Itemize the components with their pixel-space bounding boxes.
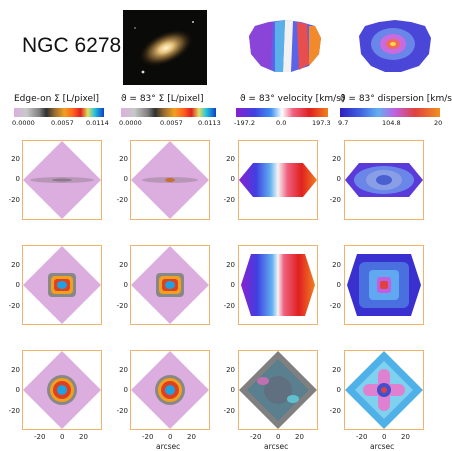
- col4-label: ϑ = 83° dispersion [km/s]: [340, 94, 452, 104]
- panel-r2-c2: [130, 245, 210, 325]
- ytick-c3-r2-m20: -20: [223, 302, 235, 310]
- ytick-c2-r3-m20: -20: [116, 407, 128, 415]
- ytick-r3-m20: -20: [8, 407, 20, 415]
- col4-tick-mid: 104.8: [382, 119, 401, 127]
- ytick-c3-r3-m20: -20: [223, 407, 235, 415]
- panel-r3-c4: [344, 350, 424, 430]
- xtick-c2-0: 0: [168, 433, 173, 441]
- ytick-r3-0: 0: [15, 386, 20, 394]
- velocity-thumbnail: [245, 14, 325, 79]
- col3-tick-max: 197.3: [312, 119, 331, 127]
- ytick-c3-r1-m20: -20: [223, 196, 235, 204]
- ytick-c3-r3-20: 20: [226, 366, 235, 374]
- ytick-c2-r1-0: 0: [123, 175, 128, 183]
- col3-colorbar: [236, 108, 328, 117]
- ytick-c2-r2-0: 0: [123, 281, 128, 289]
- ytick-c3-r2-0: 0: [230, 281, 235, 289]
- ytick-c2-r1-m20: -20: [116, 196, 128, 204]
- galaxy-photo: [123, 10, 207, 85]
- xtick-c4-20: 20: [401, 433, 410, 441]
- xaxis-title-c3: arcsec: [264, 442, 289, 451]
- xtick-c3-0: 0: [276, 433, 281, 441]
- col2-tick-mid: 0.0057: [160, 119, 183, 127]
- ytick-c3-r3-0: 0: [230, 386, 235, 394]
- col4-tick-min: 9.7: [338, 119, 349, 127]
- ytick-c3-r1-0: 0: [230, 175, 235, 183]
- ytick-c4-r1-0: 0: [336, 175, 341, 183]
- col2-tick-min: 0.0000: [119, 119, 142, 127]
- ytick-c4-r1-m20: -20: [329, 196, 341, 204]
- panel-r1-c4: [344, 140, 424, 220]
- col2-label: ϑ = 83° Σ [L/pixel]: [121, 94, 204, 104]
- col3-label: ϑ = 83° velocity [km/s]: [240, 94, 345, 104]
- ytick-c2-r3-0: 0: [123, 386, 128, 394]
- panel-r3-c2: [130, 350, 210, 430]
- ytick-r2-0: 0: [15, 281, 20, 289]
- col1-label: Edge-on Σ [L/pixel]: [14, 94, 100, 104]
- ytick-r3-20: 20: [11, 366, 20, 374]
- col2-colorbar: [121, 108, 216, 117]
- ytick-c3-r1-20: 20: [226, 155, 235, 163]
- ytick-c4-r1-20: 20: [332, 155, 341, 163]
- panel-r2-c3: [238, 245, 318, 325]
- panel-r1-c2: [130, 140, 210, 220]
- panel-r3-c3: [238, 350, 318, 430]
- col2-tick-max: 0.0113: [198, 119, 221, 127]
- col1-colorbar: [14, 108, 104, 117]
- ytick-r1-20: 20: [11, 155, 20, 163]
- panel-r2-c4: [344, 245, 424, 325]
- xtick-c2-20: 20: [187, 433, 196, 441]
- ytick-c2-r3-20: 20: [119, 366, 128, 374]
- ytick-r2-20: 20: [11, 261, 20, 269]
- ytick-c2-r2-m20: -20: [116, 302, 128, 310]
- xtick-c2-m20: -20: [142, 433, 154, 441]
- ytick-c4-r2-m20: -20: [329, 302, 341, 310]
- ytick-c4-r3-0: 0: [336, 386, 341, 394]
- ytick-r1-0: 0: [15, 175, 20, 183]
- xtick-c4-m20: -20: [356, 433, 368, 441]
- xaxis-title-c2: arcsec: [156, 442, 181, 451]
- ytick-c4-r2-0: 0: [336, 281, 341, 289]
- ytick-c3-r2-20: 20: [226, 261, 235, 269]
- col4-colorbar: [340, 108, 440, 117]
- xtick-c1-20: 20: [79, 433, 88, 441]
- xtick-c3-m20: -20: [250, 433, 262, 441]
- xtick-c4-0: 0: [382, 433, 387, 441]
- ytick-c4-r3-20: 20: [332, 366, 341, 374]
- col1-tick-mid: 0.0057: [51, 119, 74, 127]
- col3-tick-mid: 0.0: [276, 119, 287, 127]
- panel-r3-c1: [22, 350, 102, 430]
- col4-tick-max: 20: [434, 119, 443, 127]
- xtick-c1-m20: -20: [34, 433, 46, 441]
- ytick-c4-r2-20: 20: [332, 261, 341, 269]
- col1-tick-max: 0.0114: [86, 119, 109, 127]
- dispersion-thumbnail: [355, 14, 435, 79]
- ytick-r2-m20: -20: [8, 302, 20, 310]
- ytick-c2-r1-20: 20: [119, 155, 128, 163]
- galaxy-title: NGC 6278: [22, 34, 122, 57]
- panel-r2-c1: [22, 245, 102, 325]
- ytick-c4-r3-m20: -20: [329, 407, 341, 415]
- col1-tick-min: 0.0000: [12, 119, 35, 127]
- xtick-c1-0: 0: [60, 433, 65, 441]
- ytick-r1-m20: -20: [8, 196, 20, 204]
- col3-tick-min: -197.2: [234, 119, 255, 127]
- panel-r1-c1: [22, 140, 102, 220]
- panel-r1-c3: [238, 140, 318, 220]
- xtick-c3-20: 20: [295, 433, 304, 441]
- ytick-c2-r2-20: 20: [119, 261, 128, 269]
- xaxis-title-c4: arcsec: [370, 442, 395, 451]
